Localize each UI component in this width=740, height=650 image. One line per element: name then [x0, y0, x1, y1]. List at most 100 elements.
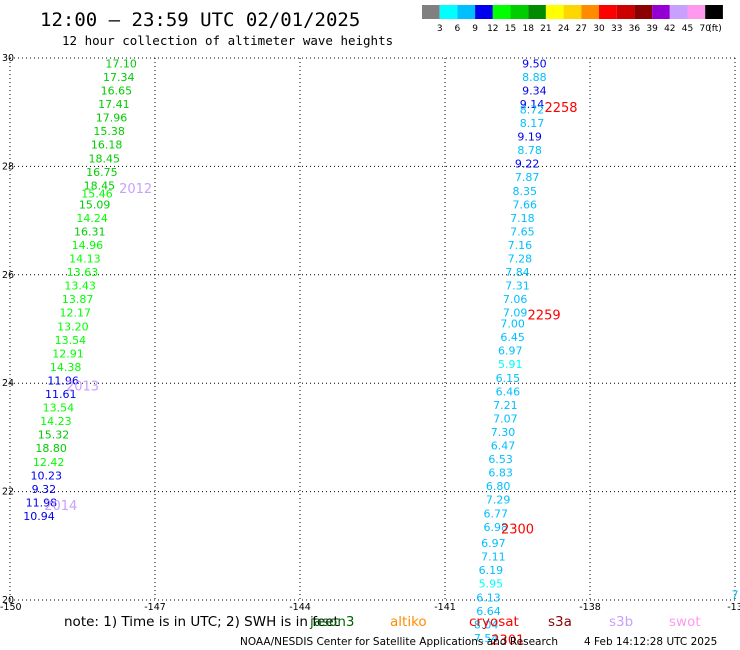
wave-height-value: 10.94 — [23, 510, 55, 523]
satellite-label: cryosat — [469, 614, 519, 630]
wave-height-value: 11.61 — [45, 388, 77, 401]
wave-height-value: 7.07 — [493, 412, 518, 425]
pass-time-labels: 2012 2013 2014 2258 2259 2300 2301 — [44, 101, 577, 649]
wave-height-value: 6.47 — [491, 440, 516, 453]
wave-height-value: 6.53 — [488, 453, 513, 466]
legend-label: 45 — [682, 24, 693, 34]
legend-label: 3 — [437, 24, 443, 34]
wave-height-value: 12.42 — [33, 456, 65, 469]
wave-height-value: 7.29 — [486, 494, 511, 507]
wave-height-value: 6.97 — [481, 537, 506, 550]
legend-swatch — [616, 5, 635, 19]
x-tick-label: -150 — [0, 602, 22, 613]
legend-swatch — [581, 5, 599, 19]
wave-height-value: 7.21 — [493, 399, 518, 412]
wave-height-value: 14.13 — [69, 253, 101, 266]
wave-height-value: 8.78 — [517, 144, 542, 157]
satellite-label: swot — [669, 614, 701, 630]
wave-height-value: 9.19 — [517, 131, 542, 144]
wave-height-value: 7.16 — [508, 239, 533, 252]
wave-height-value: 5.95 — [479, 578, 504, 591]
y-tick-label: 24 — [2, 378, 14, 389]
y-tick-label: 20 — [2, 595, 14, 606]
wave-height-value: 18.45 — [84, 179, 116, 192]
wave-height-value: 16.18 — [91, 139, 123, 152]
wave-height-value: 6.98 — [484, 521, 509, 534]
x-tick-label: -147 — [144, 602, 166, 613]
satellite-label: jason3 — [309, 614, 354, 630]
x-tick-label: -141 — [434, 602, 456, 613]
wave-height-value: 12.17 — [60, 307, 92, 320]
wave-height-value: 7.11 — [481, 551, 506, 564]
pass-time-label: 2013 — [66, 379, 99, 394]
wave-height-value: 6.15 — [496, 372, 521, 385]
y-tick-label: 22 — [2, 487, 14, 498]
satellite-label: s3a — [548, 614, 572, 630]
wave-height-value: 7.09 — [503, 307, 528, 320]
wave-height-value: 15.09 — [79, 198, 111, 211]
wave-height-values: 17.1017.3416.6517.4117.9615.3816.1818.45… — [23, 57, 738, 645]
legend-swatch — [475, 5, 493, 19]
wave-height-value: 6.64 — [476, 605, 501, 618]
pass-time-label: 2258 — [544, 101, 577, 116]
wave-height-value: 9.32 — [32, 483, 57, 496]
y-tick-label: 26 — [2, 270, 14, 281]
wave-height-value: 9.22 — [515, 158, 540, 171]
wave-height-value: 14.23 — [40, 415, 72, 428]
x-tick-label: -144 — [289, 602, 311, 613]
wave-height-value: 13.54 — [55, 334, 87, 347]
generated-timestamp: 4 Feb 14:12:28 UTC 2025 — [584, 636, 717, 648]
color-scale-legend: 3 6 9 12 15 18 21 24 27 30 33 36 39 42 45 70(ft) — [422, 5, 723, 34]
wave-height-value: 7.65 — [510, 225, 535, 238]
wave-height-value: 14.24 — [76, 212, 108, 225]
wave-height-value: 16.65 — [101, 85, 133, 98]
legend-label: 33 — [611, 24, 622, 34]
wave-height-value: 6.77 — [484, 507, 509, 520]
y-tick-label: 30 — [2, 53, 14, 64]
wave-height-value: 7.30 — [491, 426, 516, 439]
wave-height-value: 7 — [732, 589, 739, 602]
wave-height-value: 5.91 — [498, 358, 523, 371]
wave-height-value: 12.91 — [52, 347, 84, 360]
legend-swatch — [687, 5, 706, 19]
wave-height-value: 7.18 — [510, 212, 535, 225]
wave-height-value: 16.75 — [86, 166, 118, 179]
legend-swatch — [528, 5, 546, 19]
satellite-legend: jason3 altiko cryosat s3a s3b swot — [309, 614, 701, 630]
wave-height-value: 7.00 — [500, 318, 525, 331]
satellite-label: s3b — [609, 614, 633, 630]
wave-height-value: 15.46 — [81, 188, 113, 201]
legend-label: 27 — [576, 24, 587, 34]
wave-height-value: 8.72 — [520, 103, 545, 116]
legend-unit: (ft) — [708, 24, 722, 34]
pass-time-label: 2301 — [491, 634, 524, 649]
legend-label: 12 — [487, 24, 498, 34]
legend-swatch — [599, 5, 617, 19]
y-tick-label: 28 — [2, 161, 14, 172]
wave-height-value: 9.14 — [520, 98, 545, 111]
pass-time-label: 2259 — [528, 308, 561, 323]
satellite-label: altiko — [390, 614, 427, 630]
wave-height-value: 7.06 — [503, 293, 528, 306]
wave-height-value: 6.45 — [500, 331, 525, 344]
wave-height-value: 7.31 — [505, 280, 530, 293]
axis-ticks: -150 -147 -144 -141 -138 -13 30 28 26 24 22 20 — [0, 53, 740, 613]
wave-height-value: 15.32 — [38, 429, 70, 442]
chart-title: 12:00 – 23:59 UTC 02/01/2025 — [40, 9, 360, 31]
legend-swatch — [510, 5, 529, 19]
wave-height-value: 13.87 — [62, 293, 94, 306]
legend-swatch — [634, 5, 653, 19]
wave-height-value: 18.45 — [89, 152, 121, 165]
wave-height-value: 7.54 — [474, 632, 499, 645]
wave-height-value: 18.80 — [35, 442, 67, 455]
wave-height-value: 11.96 — [47, 374, 79, 387]
wave-height-value: 7.87 — [515, 171, 540, 184]
wave-height-value: 10.23 — [31, 469, 63, 482]
wave-height-value: 7.84 — [505, 266, 530, 279]
legend-label: 18 — [522, 24, 534, 34]
wave-height-value: 14.38 — [50, 361, 82, 374]
legend-swatch — [652, 5, 670, 19]
chart-subtitle: 12 hour collection of altimeter wave hei… — [62, 33, 393, 48]
wave-height-value: 6.46 — [496, 385, 521, 398]
